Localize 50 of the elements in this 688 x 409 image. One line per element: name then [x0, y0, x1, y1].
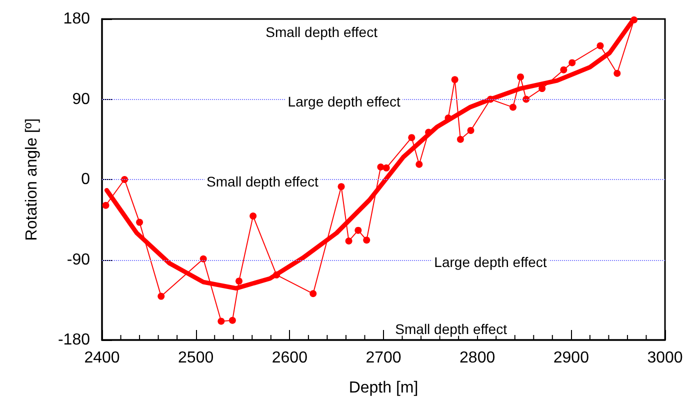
point [467, 126, 474, 134]
point [121, 176, 128, 183]
point [136, 218, 144, 226]
point [486, 96, 494, 103]
point [630, 16, 638, 24]
ref-line-label: Large depth effect [288, 93, 401, 110]
ref-line-label: Small depth effect [206, 174, 318, 190]
point [158, 292, 165, 300]
point [560, 66, 568, 74]
x-tick-label: 2900 [553, 350, 590, 366]
point [310, 290, 317, 298]
point [236, 278, 242, 285]
x-tick-label: 2800 [460, 350, 496, 366]
y-axis-title: Rotation angle [º] [24, 118, 40, 241]
ref-line-label: Large depth effect [434, 254, 547, 270]
point [614, 70, 621, 77]
y-tick-label: 0 [81, 171, 90, 188]
x-tick-label: 2500 [178, 350, 214, 366]
point [538, 85, 546, 92]
x-tick-label: 2700 [366, 350, 402, 366]
annotation: Small depth effect [395, 320, 508, 337]
point [568, 59, 576, 66]
point [451, 76, 458, 84]
y-tick-label: 90 [72, 90, 90, 108]
point [273, 271, 280, 278]
x-tick-label: 2600 [272, 350, 308, 366]
point [456, 136, 464, 143]
y-tick-label: -90 [66, 251, 90, 268]
point [102, 202, 110, 209]
point [228, 316, 236, 324]
point [382, 164, 390, 172]
point [517, 73, 524, 80]
point [250, 212, 257, 220]
point [596, 42, 604, 50]
point [363, 236, 370, 244]
point [408, 134, 416, 142]
point [338, 183, 345, 190]
y-tick-label: -180 [58, 332, 90, 348]
point [354, 226, 362, 234]
y-tick-label: 180 [63, 10, 90, 28]
point [200, 255, 207, 262]
x-tick-label: 2400 [84, 350, 120, 366]
point [416, 160, 423, 168]
x-tick-label: 3000 [647, 350, 683, 366]
annotation: Small depth effect [266, 24, 378, 40]
point [509, 104, 516, 111]
x-axis-title: Depth [m] [348, 380, 418, 396]
point [377, 164, 384, 171]
point [218, 318, 225, 325]
point [345, 238, 352, 245]
